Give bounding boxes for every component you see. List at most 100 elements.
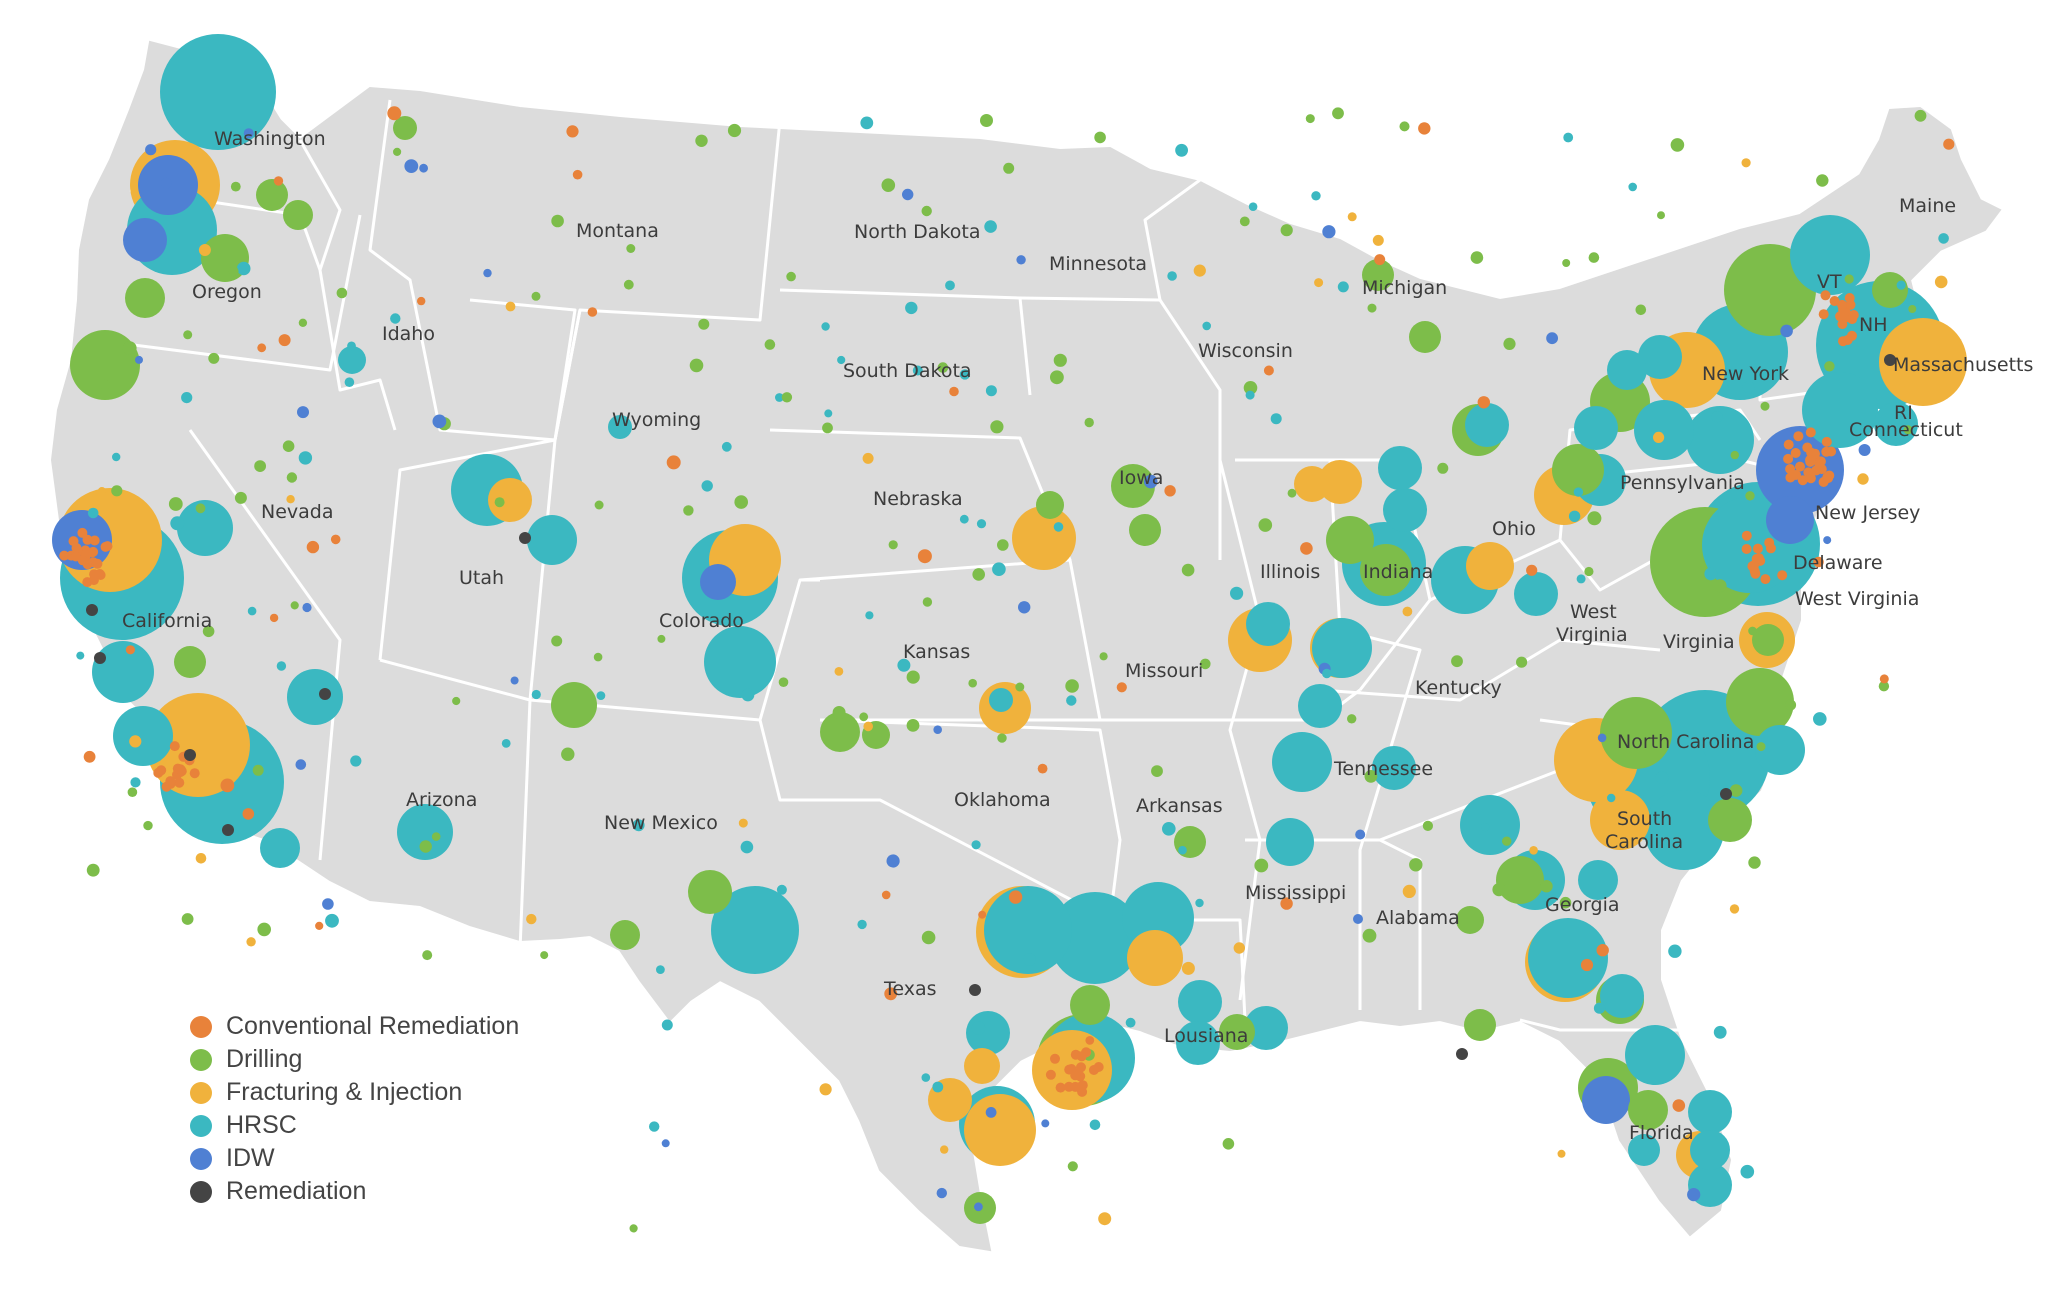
drilling-site-bubble bbox=[1409, 321, 1441, 353]
idw-site-dot bbox=[1546, 332, 1558, 345]
label-iowa: Iowa bbox=[1119, 467, 1163, 489]
label-delaware: Delaware bbox=[1793, 552, 1883, 574]
hrsc-site-bubble bbox=[1514, 572, 1558, 616]
conventional-site-dot bbox=[315, 921, 324, 931]
hrsc-site-bubble bbox=[1634, 400, 1694, 460]
hrsc-site-dot bbox=[1563, 132, 1574, 143]
idw-site-bubble bbox=[700, 564, 736, 600]
legend-label: Fracturing & Injection bbox=[226, 1078, 463, 1106]
fracturing-site-dot bbox=[246, 937, 256, 947]
fracturing-site-dot bbox=[129, 735, 142, 748]
remediation-swatch bbox=[190, 1180, 212, 1203]
hrsc-site-dot bbox=[181, 392, 193, 404]
conventional-site-dot bbox=[1300, 542, 1313, 555]
fracturing-site-dot bbox=[738, 818, 748, 828]
hrsc-site-bubble bbox=[1644, 790, 1724, 870]
label-virginia: Virginia bbox=[1663, 631, 1735, 653]
hrsc-site-dot bbox=[945, 280, 955, 291]
hrsc-site-dot bbox=[390, 313, 401, 324]
drilling-site-dot bbox=[1437, 462, 1449, 474]
drilling-site-dot bbox=[1713, 579, 1727, 593]
drilling-site-dot bbox=[494, 497, 505, 508]
conventional-site-dot bbox=[1844, 293, 1855, 303]
drilling-site-dot bbox=[629, 1224, 638, 1233]
label-georgia: Georgia bbox=[1545, 894, 1620, 916]
conventional-site-dot bbox=[1076, 1051, 1087, 1062]
drilling-site-dot bbox=[1067, 1161, 1078, 1172]
drilling-site-dot bbox=[689, 358, 704, 373]
drilling-site-dot bbox=[997, 733, 1007, 743]
conventional-site-dot bbox=[82, 534, 93, 545]
drilling-site-bubble bbox=[283, 200, 313, 230]
label-colorado: Colorado bbox=[659, 610, 744, 632]
remediation-site-dot bbox=[519, 532, 531, 544]
drilling-site-dot bbox=[1347, 714, 1357, 724]
conventional-site-dot bbox=[666, 455, 681, 470]
drilling-site-bubble bbox=[393, 116, 417, 140]
hrsc-site-dot bbox=[912, 365, 923, 376]
idw-site-dot bbox=[510, 676, 519, 685]
conventional-site-dot bbox=[1805, 473, 1816, 484]
hrsc-site-dot bbox=[837, 355, 846, 365]
conventional-site-dot bbox=[330, 534, 341, 545]
fracturing-site-dot bbox=[862, 452, 874, 464]
hrsc-site-dot bbox=[1593, 1002, 1606, 1014]
idw-swatch bbox=[190, 1147, 212, 1170]
drilling-site-dot bbox=[1065, 679, 1079, 693]
drilling-site-dot bbox=[286, 472, 298, 483]
hrsc-site-bubble bbox=[397, 804, 453, 860]
hrsc-site-dot bbox=[1125, 1017, 1136, 1028]
hrsc-site-dot bbox=[1311, 191, 1321, 201]
drilling-site-bubble bbox=[688, 870, 732, 914]
drilling-site-bubble bbox=[1752, 624, 1784, 656]
drilling-site-dot bbox=[1222, 1138, 1235, 1150]
drilling-site-dot bbox=[1258, 518, 1273, 532]
conventional-site-dot bbox=[1943, 138, 1955, 150]
hrsc-site-bubble bbox=[1383, 488, 1427, 532]
drilling-site-dot bbox=[230, 181, 241, 192]
label-arkansas: Arkansas bbox=[1136, 795, 1223, 817]
idw-site-dot bbox=[1858, 444, 1871, 456]
hrsc-site-dot bbox=[276, 661, 287, 671]
conventional-site-dot bbox=[273, 176, 284, 186]
hrsc-site-dot bbox=[130, 777, 141, 788]
label-oregon: Oregon bbox=[192, 281, 262, 303]
hrsc-swatch bbox=[190, 1114, 212, 1137]
label-lousiana: Lousiana bbox=[1164, 1025, 1248, 1047]
label-florida: Florida bbox=[1629, 1122, 1694, 1144]
conventional-site-dot bbox=[102, 541, 113, 552]
hrsc-site-dot bbox=[1202, 321, 1211, 331]
drilling-site-dot bbox=[1003, 162, 1015, 174]
drilling-site-dot bbox=[228, 266, 239, 277]
conventional-site-dot bbox=[1783, 453, 1794, 464]
drilling-site-dot bbox=[1280, 224, 1293, 237]
hrsc-site-bubble bbox=[1465, 403, 1509, 447]
conventional-site-dot bbox=[978, 910, 987, 919]
legend-label: Drilling bbox=[226, 1045, 303, 1073]
drilling-site-dot bbox=[1748, 626, 1757, 636]
conventional-site-dot bbox=[1580, 958, 1594, 972]
conventional-site-dot bbox=[1842, 335, 1853, 345]
legend-label: Conventional Remediation bbox=[226, 1012, 520, 1040]
conventional-site-dot bbox=[1823, 473, 1834, 484]
hrsc-site-dot bbox=[298, 451, 313, 465]
drilling-site-dot bbox=[1503, 337, 1516, 350]
hrsc-site-bubble bbox=[1625, 1025, 1685, 1085]
fracturing-site-bubble bbox=[1294, 466, 1330, 502]
conventional-site-dot bbox=[174, 777, 185, 788]
drilling-site-dot bbox=[921, 205, 932, 217]
conventional-site-dot bbox=[1085, 1036, 1095, 1045]
fracturing-site-bubble bbox=[488, 478, 532, 522]
drilling-site-dot bbox=[1015, 682, 1025, 692]
hrsc-site-dot bbox=[897, 658, 911, 672]
label-new-york: New York bbox=[1702, 363, 1789, 385]
remediation-site-dot bbox=[222, 824, 234, 836]
conventional-site-dot bbox=[82, 577, 93, 588]
drilling-site-dot bbox=[1756, 742, 1766, 752]
drilling-site-dot bbox=[1908, 305, 1917, 313]
idw-site-dot bbox=[302, 602, 312, 613]
conventional-site-dot bbox=[1783, 439, 1794, 450]
hrsc-site-dot bbox=[857, 919, 867, 930]
hrsc-site-dot bbox=[775, 393, 784, 402]
hrsc-site-dot bbox=[1628, 182, 1637, 192]
